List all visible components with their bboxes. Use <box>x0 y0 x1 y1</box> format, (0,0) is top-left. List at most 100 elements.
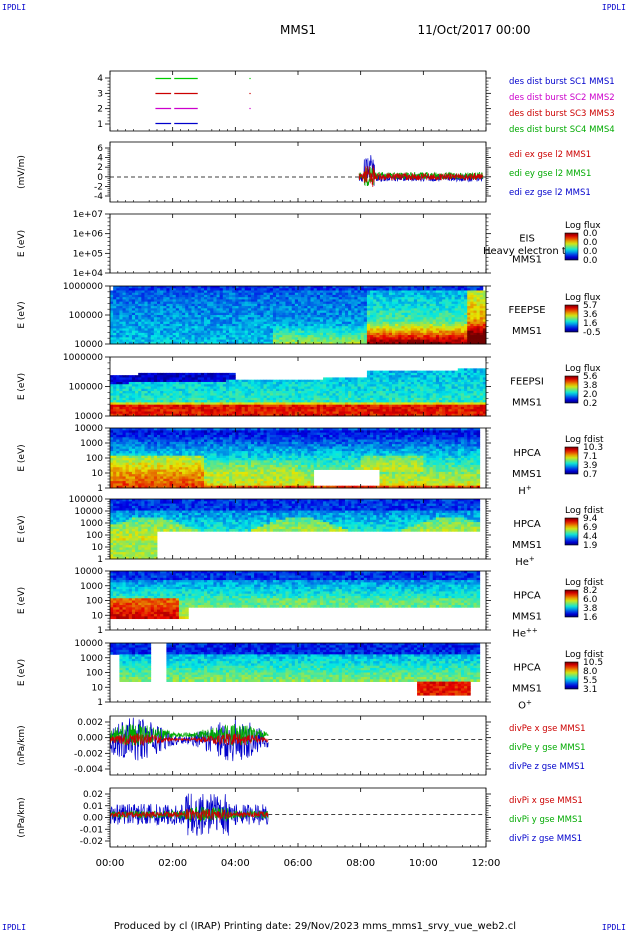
spectrogram-cell <box>238 310 242 314</box>
spectrogram-cell <box>110 335 114 338</box>
spectrogram-cell <box>194 400 199 403</box>
spectrogram-cell <box>244 384 249 387</box>
spectrogram-cell <box>113 335 117 338</box>
spectrogram-cell <box>272 404 277 408</box>
spectrogram-cell <box>319 395 324 399</box>
spectrogram-cell <box>122 379 127 383</box>
spectrogram-cell <box>113 330 117 334</box>
spectrogram-cell <box>251 323 255 327</box>
spectrogram-cell <box>291 395 296 399</box>
spectrogram-cell <box>122 395 127 399</box>
spectrogram-cell <box>366 377 371 381</box>
spectrogram-cell <box>473 341 477 345</box>
spectrogram-cell <box>404 292 409 296</box>
spectrogram-cell <box>200 303 205 307</box>
spectrogram-cell <box>332 319 336 323</box>
spectrogram-cell <box>119 303 123 307</box>
spectrogram-cell <box>351 308 355 311</box>
spectrogram-cell <box>470 319 474 323</box>
spectrogram-cell <box>360 386 365 390</box>
spectrogram-cell <box>204 319 208 323</box>
spectrogram-cell <box>153 301 158 305</box>
spectrogram-cell <box>329 339 333 343</box>
spectrogram-cell <box>235 395 239 399</box>
spectrogram-cell <box>482 323 487 327</box>
spectrogram-cell <box>357 323 362 327</box>
spectrogram-cell <box>432 341 437 345</box>
spectrogram-cell <box>135 411 139 415</box>
spectrogram-cell <box>294 288 299 291</box>
y-tick-label: 1000000 <box>63 282 103 292</box>
spectrogram-cell <box>376 402 380 406</box>
spectrogram-cell <box>470 321 474 325</box>
spectrogram-cell <box>251 400 255 403</box>
spectrogram-cell <box>241 321 246 325</box>
spectrogram-cell <box>238 332 242 336</box>
spectrogram-cell <box>122 292 127 296</box>
spectrogram-cell <box>285 381 289 385</box>
spectrogram-cell <box>141 328 145 332</box>
spectrogram-cell <box>169 372 174 376</box>
spectrogram-cell <box>429 308 434 311</box>
spectrogram-cell <box>282 337 286 340</box>
spectrogram-cell <box>276 404 280 408</box>
spectrogram-cell <box>269 339 274 343</box>
spectrogram-cell <box>363 321 368 325</box>
spectrogram-cell <box>282 326 286 329</box>
spectrogram-cell <box>448 330 452 334</box>
spectrogram-cell <box>379 341 383 345</box>
spectrogram-cell <box>304 339 308 343</box>
spectrogram-cell <box>238 395 242 399</box>
spectrogram-cell <box>392 411 396 415</box>
spectrogram-cell <box>204 312 208 316</box>
spectrogram-cell <box>213 323 217 327</box>
spectrogram-cell <box>357 384 362 387</box>
spectrogram-cell <box>122 312 127 316</box>
spectrogram-cell <box>216 386 221 390</box>
spectrogram-cell <box>213 326 217 329</box>
spectrogram-cell <box>172 317 177 320</box>
spectrogram-cell <box>366 294 371 298</box>
spectrogram-cell <box>269 290 274 294</box>
spectrogram-cell <box>407 308 412 311</box>
spectrogram-cell <box>191 339 195 343</box>
spectrogram-cell <box>454 290 459 294</box>
spectrogram-cell <box>360 341 365 345</box>
spectrogram-cell <box>216 381 221 385</box>
spectrogram-cell <box>360 404 365 408</box>
spectrogram-cell <box>445 332 449 336</box>
spectrogram-cell <box>360 337 365 340</box>
spectrogram-cell <box>285 310 289 314</box>
spectrogram-cell <box>370 294 374 298</box>
spectrogram-cell <box>222 319 227 323</box>
spectrogram-cell <box>404 315 409 318</box>
spectrogram-cell <box>279 379 283 383</box>
spectrogram-cell <box>200 404 205 408</box>
spectrogram-cell <box>373 337 377 340</box>
spectrogram-cell <box>232 303 236 307</box>
spectrogram-cell <box>310 335 315 338</box>
spectrogram-cell <box>269 332 274 336</box>
spectrogram-cell <box>225 326 230 329</box>
spectrogram-cell <box>260 306 264 309</box>
spectrogram-cell <box>319 301 324 305</box>
spectrogram-cell <box>122 288 127 291</box>
spectrogram-cell <box>247 310 252 314</box>
spectrogram-cell <box>266 332 271 336</box>
spectrogram-cell <box>351 377 355 381</box>
spectrogram-cell <box>244 386 249 390</box>
spectrogram-cell <box>454 286 459 289</box>
spectrogram-cell <box>125 317 130 320</box>
spectrogram-cell <box>119 328 123 332</box>
spectrogram-cell <box>395 372 399 376</box>
spectrogram-cell <box>125 319 130 323</box>
spectrogram-cell <box>329 384 333 387</box>
spectrogram-cell <box>247 288 252 291</box>
spectrogram-cell <box>210 395 214 399</box>
spectrogram-cell <box>279 299 283 303</box>
spectrogram-cell <box>257 310 261 314</box>
spectrogram-cell <box>216 301 221 305</box>
spectrogram-cell <box>194 406 199 410</box>
spectrogram-cell <box>464 308 468 311</box>
spectrogram-cell <box>301 384 305 387</box>
